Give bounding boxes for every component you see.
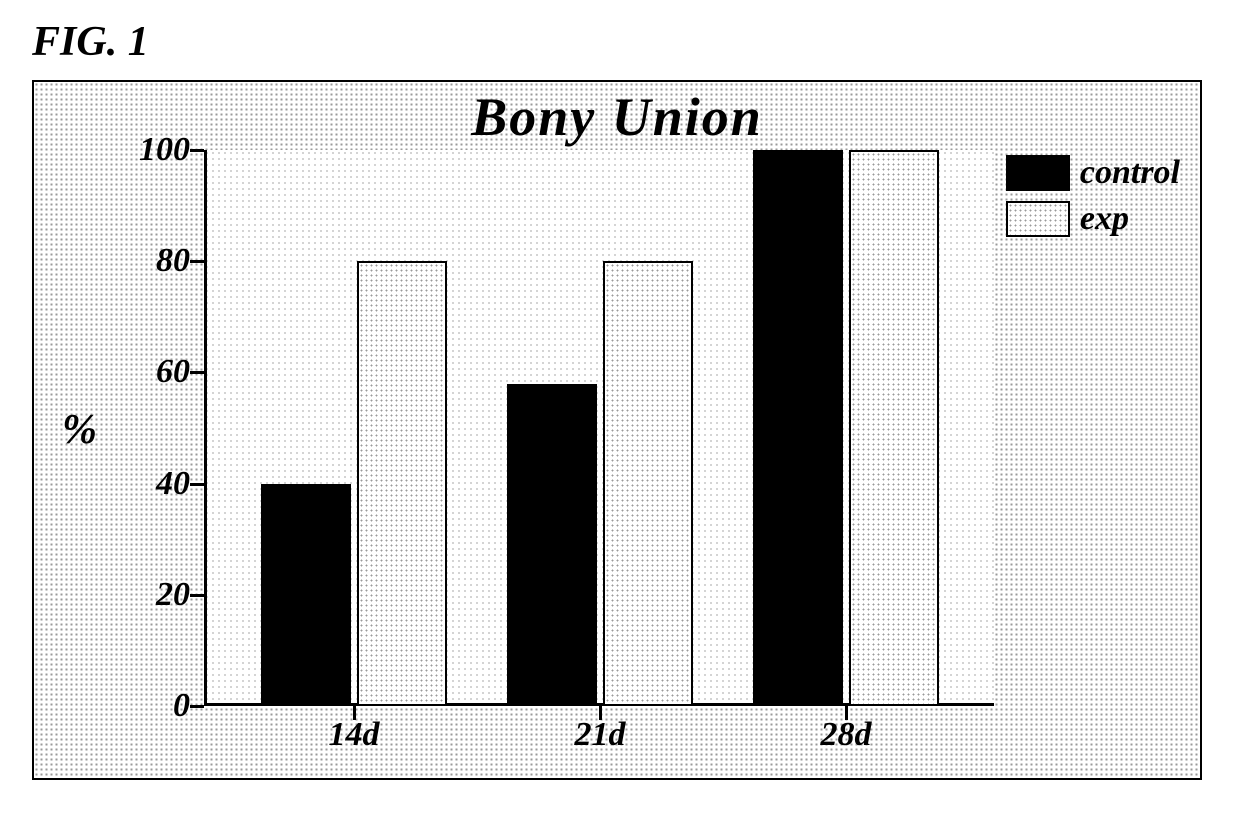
legend-swatch-control [1006, 155, 1070, 191]
y-axis-title: % [62, 406, 97, 454]
ytick-mark [190, 705, 204, 708]
xtick-label: 14d [329, 716, 380, 754]
ytick-mark [190, 594, 204, 597]
plot-area: 0 20 40 60 80 100 14d 21d 28d [204, 150, 994, 706]
ytick-label: 60 [156, 353, 190, 391]
xtick-label: 28d [821, 716, 872, 754]
xtick-mark [599, 706, 602, 720]
ytick-mark [190, 483, 204, 486]
ytick-label: 80 [156, 242, 190, 280]
ytick-label: 0 [173, 687, 190, 725]
legend-label-control: control [1080, 154, 1180, 192]
xtick-mark [353, 706, 356, 720]
bar-control-21d [507, 384, 597, 706]
bar-control-28d [753, 150, 843, 706]
ytick-mark [190, 260, 204, 263]
ytick-label: 40 [156, 465, 190, 503]
legend-swatch-exp [1006, 201, 1070, 237]
legend-item-exp: exp [1006, 200, 1180, 238]
ytick-label: 20 [156, 576, 190, 614]
chart-panel: Bony Union control exp % 0 20 40 60 80 1… [32, 80, 1202, 780]
ytick-mark [190, 149, 204, 152]
legend: control exp [1006, 154, 1180, 246]
legend-label-exp: exp [1080, 200, 1129, 238]
legend-item-control: control [1006, 154, 1180, 192]
bar-exp-28d [849, 150, 939, 706]
y-axis-line [204, 150, 207, 706]
bar-control-14d [261, 484, 351, 706]
xtick-label: 21d [575, 716, 626, 754]
ytick-label: 100 [139, 131, 190, 169]
bar-exp-14d [357, 261, 447, 706]
ytick-mark [190, 371, 204, 374]
bar-exp-21d [603, 261, 693, 706]
figure-label: FIG. 1 [32, 18, 149, 66]
xtick-mark [845, 706, 848, 720]
